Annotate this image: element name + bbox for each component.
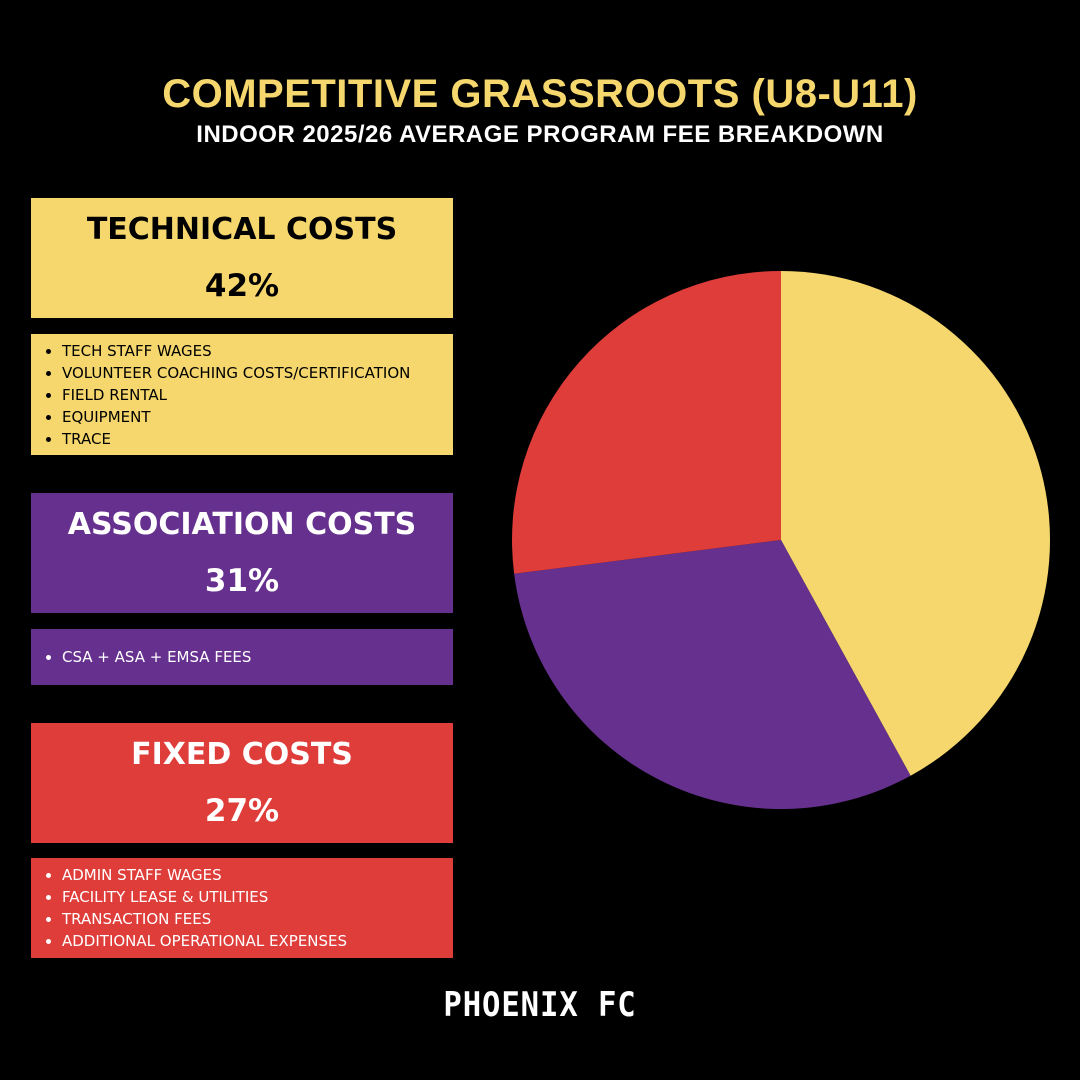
list-item: TRACE: [62, 428, 453, 450]
list-item: EQUIPMENT: [62, 406, 453, 428]
list-item: FACILITY LEASE & UTILITIES: [62, 886, 453, 908]
technical-costs-list: TECH STAFF WAGES VOLUNTEER COACHING COST…: [31, 334, 453, 455]
phoenix-fc-logo: PHOENIX FC: [443, 985, 637, 1025]
association-costs-list: CSA + ASA + EMSA FEES: [31, 629, 453, 685]
list-item: TECH STAFF WAGES: [62, 340, 453, 362]
fixed-costs-list: ADMIN STAFF WAGES FACILITY LEASE & UTILI…: [31, 858, 453, 958]
association-costs-percent: 31%: [204, 563, 280, 599]
association-costs-title: ASSOCIATION COSTS: [67, 507, 417, 542]
list-item: ADMIN STAFF WAGES: [62, 864, 453, 886]
page-subtitle: INDOOR 2025/26 AVERAGE PROGRAM FEE BREAK…: [196, 121, 884, 148]
technical-costs-title: TECHNICAL COSTS: [86, 212, 398, 247]
association-costs-header: ASSOCIATION COSTS 31%: [31, 493, 453, 613]
list-item: VOLUNTEER COACHING COSTS/CERTIFICATION: [62, 362, 453, 384]
page-title: COMPETITIVE GRASSROOTS (U8-U11): [162, 72, 918, 116]
technical-costs-percent: 42%: [204, 268, 280, 304]
pie-chart: [512, 271, 1050, 809]
list-item: ADDITIONAL OPERATIONAL EXPENSES: [62, 930, 453, 952]
fixed-costs-header: FIXED COSTS 27%: [31, 723, 453, 843]
pie-slice-fixed: [512, 271, 781, 574]
pie-slice-association: [514, 540, 911, 809]
pie-slice-technical: [781, 271, 1050, 776]
fixed-costs-title: FIXED COSTS: [131, 737, 353, 772]
list-item: CSA + ASA + EMSA FEES: [62, 646, 453, 668]
technical-costs-header: TECHNICAL COSTS 42%: [31, 198, 453, 318]
list-item: TRANSACTION FEES: [62, 908, 453, 930]
list-item: FIELD RENTAL: [62, 384, 453, 406]
fixed-costs-percent: 27%: [204, 793, 280, 829]
